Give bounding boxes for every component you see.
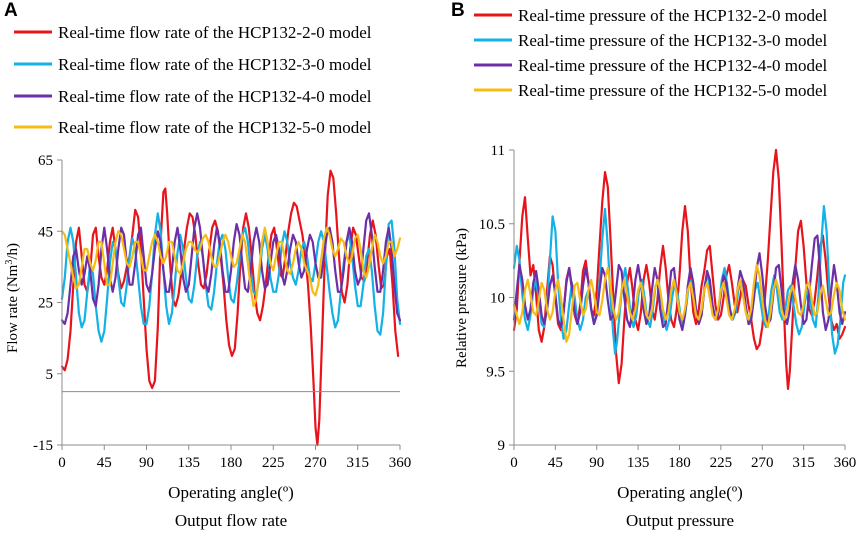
legend-b-item-4[interactable]: Real-time pressure of the HCP132-5-0 mod… [474,81,828,100]
x-tick-label-b-8: 360 [834,455,857,471]
panel-a-y-label-main: Flow rate (Nm [5,264,21,353]
x-tick-label-a-0: 0 [58,455,66,471]
x-tick-label-a-1: 45 [97,455,112,471]
legend-b-label-3: Real-time pressure of the HCP132-4-0 mod… [518,56,828,75]
x-tick-label-b-3: 135 [627,455,650,471]
x-tick-label-a-7: 315 [347,455,370,471]
panel-b-label: B [451,0,465,21]
x-tick-label-b-6: 270 [751,455,774,471]
panel-a-label: A [4,0,18,21]
y-tick-label-b-3: 10.5 [479,217,505,233]
x-tick-label-b-5: 225 [710,455,733,471]
x-tick-label-b-0: 0 [510,455,518,471]
y-tick-label-a-3: 45 [38,224,53,240]
x-tick-label-a-8: 360 [389,455,412,471]
legend-a-item-3[interactable]: Real-time flow rate of the HCP132-4-0 mo… [14,87,372,106]
panel-b-plot-area: 9 9.5 10 10.5 11 0 45 90 135 180 225 270 315 360 [479,143,857,471]
panel-a-flow-rate: A Real-time flow rate of the HCP132-2-0 … [4,0,411,530]
panel-a-plot-area: -15 5 25 45 65 0 45 90 135 180 225 270 315 360 [33,153,411,471]
y-tick-label-a-1: 5 [46,367,54,383]
x-tick-label-a-3: 135 [178,455,201,471]
legend-b-item-3[interactable]: Real-time pressure of the HCP132-4-0 mod… [474,56,828,75]
panel-b-title: Output pressure [626,511,734,530]
panel-a-y-axis-label: Flow rate (Nm3/h) [4,243,21,353]
panel-b-x-axis-label: Operating angle(º) [617,483,743,502]
panel-a-y-label-sup: 3 [4,260,15,265]
y-tick-label-a-0: -15 [33,438,53,454]
y-tick-label-b-2: 10 [490,291,505,307]
x-tick-label-b-1: 45 [548,455,563,471]
legend-b-label-1: Real-time pressure of the HCP132-2-0 mod… [518,6,828,25]
panel-b-legend: Real-time pressure of the HCP132-2-0 mod… [474,6,828,100]
y-tick-label-b-4: 11 [491,143,505,159]
legend-a-item-4[interactable]: Real-time flow rate of the HCP132-5-0 mo… [14,118,372,137]
x-tick-label-a-2: 90 [139,455,154,471]
series-a-4-line [60,226,402,308]
legend-a-label-4: Real-time flow rate of the HCP132-5-0 mo… [58,118,372,137]
x-tick-label-b-7: 315 [792,455,815,471]
panel-a-title: Output flow rate [175,511,287,530]
panel-a-x-axis-label: Operating angle(º) [168,483,294,502]
series-b-3-line [512,234,847,332]
panel-a-y-label-tail: /h) [5,243,21,260]
legend-a-label-2: Real-time flow rate of the HCP132-3-0 mo… [58,55,372,74]
series-b-4-line [512,263,847,343]
y-tick-label-a-4: 65 [38,153,53,169]
panel-b-pressure: B Real-time pressure of the HCP132-2-0 m… [451,0,856,530]
x-tick-label-b-2: 90 [589,455,604,471]
legend-a-item-2[interactable]: Real-time flow rate of the HCP132-3-0 mo… [14,55,372,74]
x-tick-label-a-5: 225 [262,455,285,471]
x-tick-label-a-4: 180 [220,455,243,471]
series-a-3-line [60,212,402,325]
legend-b-label-4: Real-time pressure of the HCP132-5-0 mod… [518,81,828,100]
y-tick-label-a-2: 25 [38,296,53,312]
panel-b-y-axis-label: Relative pressure (kPa) [454,228,470,368]
legend-a-label-3: Real-time flow rate of the HCP132-4-0 mo… [58,87,372,106]
legend-b-label-2: Real-time pressure of the HCP132-3-0 mod… [518,31,828,50]
series-a-1-line [60,169,400,447]
legend-b-item-2[interactable]: Real-time pressure of the HCP132-3-0 mod… [474,31,828,50]
y-tick-label-b-1: 9.5 [486,364,505,380]
x-tick-label-b-4: 180 [668,455,691,471]
legend-b-item-1[interactable]: Real-time pressure of the HCP132-2-0 mod… [474,6,828,25]
panel-a-legend: Real-time flow rate of the HCP132-2-0 mo… [14,23,372,137]
x-tick-label-a-6: 270 [304,455,327,471]
legend-a-item-1[interactable]: Real-time flow rate of the HCP132-2-0 mo… [14,23,372,42]
legend-a-label-1: Real-time flow rate of the HCP132-2-0 mo… [58,23,372,42]
y-tick-label-b-0: 9 [498,438,506,454]
